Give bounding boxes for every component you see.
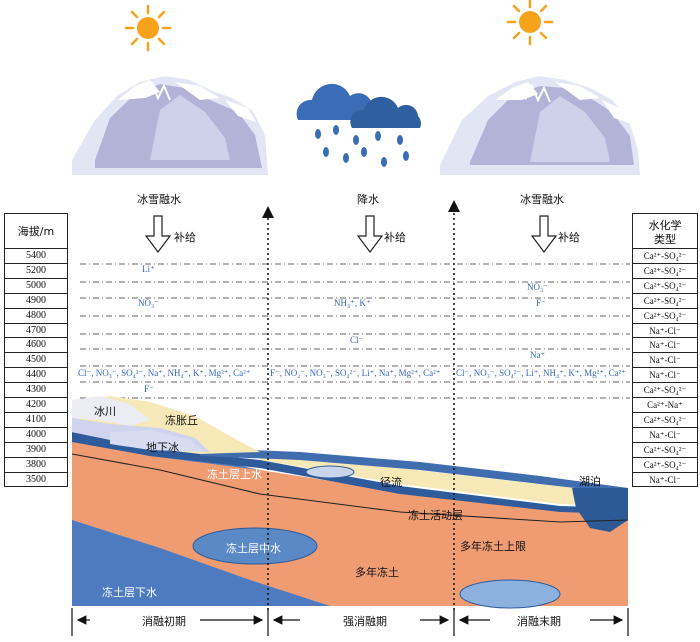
hydrochem-cell: Na⁺-Cl⁻ <box>633 367 697 383</box>
recharge-label-right: 补给 <box>558 231 580 244</box>
recharge-arrow-icon-middle <box>356 215 384 253</box>
active-layer-label: 冻土活动层 <box>408 509 463 522</box>
hydrochem-cell: Ca²⁺-SO₄²⁻ <box>633 307 697 324</box>
hydrochem-cell: Ca²⁺-SO₄²⁻ <box>633 441 697 458</box>
permafrost-label: 多年冻土 <box>355 566 399 579</box>
source-label-middle: 降水 <box>357 193 379 206</box>
hydrochem-cell: Na⁺-Cl⁻ <box>633 352 697 368</box>
ion-row-middle: F⁻, NO₂⁻, NO₃⁻, SO₄²⁻, Li⁺, Na⁺, Mg²⁺, C… <box>270 368 441 378</box>
ion-label-li: Li⁺ <box>142 264 155 274</box>
hydrochem-cell: Ca²⁺-SO₄²⁻ <box>633 382 697 398</box>
elevation-cell: 4100 <box>5 411 67 428</box>
ion-label-cl-mid: Cl⁻ <box>350 335 364 345</box>
snow-mountain-icon-left <box>72 76 268 175</box>
recharge-label-left: 补给 <box>174 231 196 244</box>
ion-label-nh4-k: NH₄⁺, K⁺ <box>334 298 371 308</box>
ground-ice-label: 地下冰 <box>146 441 179 454</box>
period-label-late: 消融末期 <box>517 615 561 628</box>
rain-cloud-icon <box>296 83 421 167</box>
ion-label-f-left: F⁻ <box>144 384 154 394</box>
lake-label: 湖泊 <box>579 475 601 488</box>
suprapermafrost-water-label: 冻土层上水 <box>207 468 262 481</box>
ion-label-no3-left: NO₃⁻ <box>138 298 159 308</box>
elevation-cell: 5200 <box>5 262 67 279</box>
recharge-label-middle: 补给 <box>384 231 406 244</box>
elevation-cell: 5400 <box>5 248 67 264</box>
glacier-label: 冰川 <box>94 405 116 418</box>
hydrochem-header-line1: 水化学 <box>648 219 682 232</box>
hydrochem-header-line2: 类型 <box>654 233 676 246</box>
hydrochem-cell: Ca²⁺-SO₄²⁻ <box>633 456 697 473</box>
period-label-strong: 强消融期 <box>343 615 387 628</box>
elevation-cell: 5000 <box>5 277 67 294</box>
intrapermafrost-water-label: 冻土层中水 <box>226 542 281 555</box>
sun-icon-left <box>124 4 172 52</box>
hydrochem-cell: Ca²⁺-SO₄²⁻ <box>633 262 697 279</box>
hydrochem-cell: Ca²⁺-SO₄²⁻ <box>633 411 697 428</box>
hydrochem-cell: Ca²⁺-SO₄²⁻ <box>633 292 697 309</box>
hydrochem-cell: Na⁺-Cl⁻ <box>633 337 697 353</box>
hydrochem-cell: Ca²⁺-SO₄²⁻ <box>633 248 697 264</box>
permafrost-table-label: 多年冻土上限 <box>460 540 526 553</box>
moraine-label: 冻胀丘 <box>165 414 198 427</box>
elevation-header: 海拔/m <box>17 225 55 238</box>
hydrochem-cell: Ca²⁺-Na⁺ <box>633 397 697 413</box>
runoff-label: 径流 <box>380 476 402 489</box>
elevation-guide-lines <box>80 263 630 399</box>
source-label-left: 冰雪融水 <box>137 193 181 206</box>
recharge-arrow-icon-right <box>530 215 558 253</box>
source-label-right: 冰雪融水 <box>520 193 564 206</box>
elevation-cell: 3900 <box>5 441 67 458</box>
elevation-cell: 3500 <box>5 471 67 488</box>
hydrochem-cell: Na⁺-Cl⁻ <box>633 322 697 339</box>
cross-section <box>71 396 629 609</box>
elevation-cell: 4300 <box>5 382 67 398</box>
elevation-cell: 4700 <box>5 322 67 339</box>
snow-mountain-icon-right <box>440 76 640 175</box>
ion-label-na-right: Na⁺ <box>530 350 546 360</box>
ion-label-f-right: F⁻ <box>536 298 546 308</box>
elevation-cell: 4200 <box>5 397 67 413</box>
ion-label-no3-right: NO₃⁻ <box>527 282 548 292</box>
subpermafrost-water-label: 冻土层下水 <box>102 586 157 599</box>
sun-icon-right <box>506 0 554 46</box>
elevation-cell: 4000 <box>5 426 67 443</box>
elevation-cell: 4400 <box>5 367 67 383</box>
elevation-cell: 4800 <box>5 307 67 324</box>
elevation-cell: 4500 <box>5 352 67 368</box>
ion-row-left: Cl⁻, NO₃⁻, SO₄²⁻, Na⁺, NH₄⁺, K⁺, Mg²⁺, C… <box>78 368 251 378</box>
elevation-cell: 4900 <box>5 292 67 309</box>
elevation-column: 海拔/m 5400 5200 5000 4900 4800 4700 4600 4500 440… <box>4 213 68 487</box>
hydrochem-cell: Na⁺-Cl⁻ <box>633 471 697 488</box>
recharge-arrow-icon-left <box>144 215 172 253</box>
hydrochem-cell: Ca²⁺-SO₄²⁻ <box>633 277 697 294</box>
period-divider-arrows <box>262 200 460 610</box>
elevation-cell: 4600 <box>5 337 67 353</box>
ion-row-right: Cl⁻, NO₃⁻, SO₄²⁻, Li⁺, NH₄⁺, K⁺, Mg²⁺, C… <box>456 368 627 378</box>
hydrochem-cell: Na⁺-Cl⁻ <box>633 426 697 443</box>
hydrochem-column: 水化学 类型 Ca²⁺-SO₄²⁻ Ca²⁺-SO₄²⁻ Ca²⁺-SO₄²⁻ Ca²… <box>632 213 698 487</box>
period-axis <box>71 608 629 636</box>
elevation-cell: 3800 <box>5 456 67 473</box>
period-label-early: 消融初期 <box>142 615 186 628</box>
